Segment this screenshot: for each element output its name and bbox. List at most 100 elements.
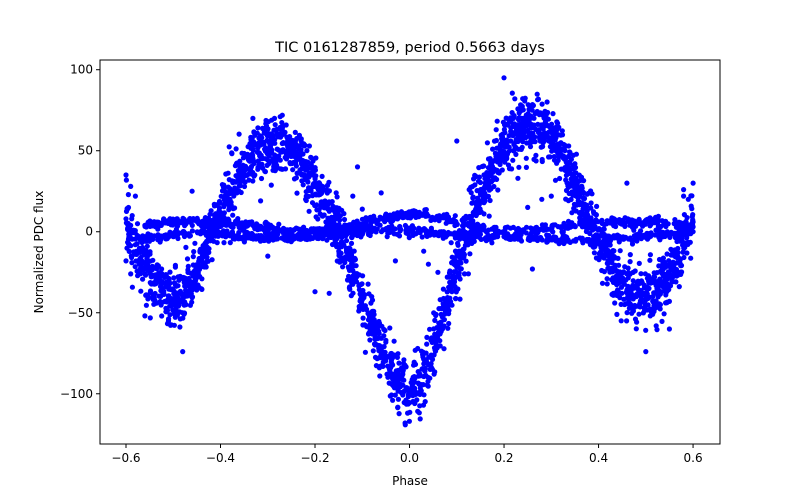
outlier-point bbox=[265, 253, 271, 259]
light-curve-point bbox=[238, 189, 244, 196]
light-curve-point bbox=[157, 298, 163, 305]
outlier-point bbox=[690, 180, 696, 186]
light-curve-point bbox=[458, 250, 464, 257]
branch-point bbox=[180, 228, 186, 235]
light-curve-point bbox=[477, 206, 483, 212]
series-point bbox=[473, 225, 479, 232]
light-curve-point bbox=[627, 252, 633, 258]
light-curve-point bbox=[474, 195, 481, 201]
light-curve-point bbox=[362, 349, 368, 355]
light-curve-point bbox=[125, 226, 131, 233]
light-curve-point bbox=[204, 238, 210, 244]
light-curve-point bbox=[183, 244, 189, 250]
axis-ticks: −0.6 −0.4 −0.2 0.0 0.2 0.4 0.6 −100 −50 0 50 100 bbox=[60, 63, 703, 465]
light-curve-point bbox=[516, 110, 522, 116]
branch-point bbox=[629, 217, 635, 223]
branch-point bbox=[147, 223, 153, 229]
light-curve-point bbox=[502, 122, 508, 128]
data-points bbox=[123, 75, 696, 428]
branch-point bbox=[389, 223, 395, 229]
light-curve-point bbox=[516, 135, 523, 141]
outlier-point bbox=[435, 269, 441, 275]
series-point bbox=[690, 229, 696, 235]
branch-point bbox=[532, 229, 538, 235]
light-curve-point bbox=[272, 140, 278, 146]
branch-point bbox=[665, 230, 671, 236]
branch-point bbox=[217, 223, 223, 229]
x-tick-label: −0.6 bbox=[111, 451, 140, 465]
branch-point bbox=[409, 213, 415, 219]
light-curve-point bbox=[132, 230, 138, 236]
light-curve-point bbox=[604, 281, 610, 287]
light-curve-point bbox=[348, 240, 355, 246]
branch-point bbox=[227, 240, 233, 246]
light-curve-point bbox=[383, 339, 389, 345]
light-curve-point bbox=[568, 156, 575, 162]
branch-point bbox=[187, 219, 193, 225]
light-curve-point bbox=[470, 195, 476, 201]
branch-point bbox=[268, 231, 274, 237]
outlier-point bbox=[444, 274, 450, 280]
light-curve-point bbox=[588, 205, 594, 211]
light-curve-point bbox=[159, 266, 165, 272]
light-curve-point bbox=[497, 161, 503, 168]
light-curve-point bbox=[646, 285, 652, 291]
series-point bbox=[416, 381, 422, 387]
light-curve-point bbox=[601, 226, 607, 232]
light-curve-point bbox=[396, 360, 402, 366]
light-curve-point bbox=[674, 273, 680, 279]
series-point bbox=[529, 122, 536, 128]
light-curve-point bbox=[533, 152, 539, 158]
light-curve-point bbox=[125, 192, 131, 198]
light-curve-point bbox=[644, 307, 650, 313]
light-curve-point bbox=[424, 334, 430, 340]
light-curve-point bbox=[419, 366, 425, 372]
branch-point bbox=[478, 236, 484, 242]
light-curve-point bbox=[396, 411, 402, 417]
light-curve-point bbox=[149, 263, 155, 269]
light-curve-point bbox=[689, 193, 695, 199]
light-curve-point bbox=[417, 416, 423, 422]
light-curve-point bbox=[632, 316, 639, 322]
light-curve-point bbox=[522, 98, 528, 104]
outlier-point bbox=[354, 164, 361, 170]
series-point bbox=[624, 287, 630, 293]
light-curve-point bbox=[509, 90, 515, 96]
light-curve-point bbox=[262, 169, 268, 175]
light-curve-point bbox=[214, 240, 220, 246]
light-curve-point bbox=[391, 338, 397, 344]
light-curve-point bbox=[143, 302, 149, 308]
light-curve-point bbox=[537, 130, 543, 136]
light-curve-point bbox=[637, 298, 644, 304]
branch-point bbox=[295, 231, 301, 237]
branch-point bbox=[432, 215, 438, 221]
light-curve-point bbox=[639, 291, 645, 297]
light-curve-point bbox=[296, 132, 302, 138]
light-curve-point bbox=[660, 255, 667, 261]
light-curve-point bbox=[390, 397, 396, 403]
branch-point bbox=[300, 225, 306, 231]
branch-point bbox=[573, 238, 579, 244]
light-curve-point bbox=[380, 363, 386, 369]
light-curve-point bbox=[350, 281, 356, 287]
series-point bbox=[170, 232, 176, 238]
light-curve-point bbox=[373, 363, 379, 369]
light-curve-point bbox=[513, 139, 519, 145]
light-curve-point bbox=[452, 276, 458, 282]
branch-point bbox=[482, 228, 488, 234]
light-curve-point bbox=[291, 176, 298, 182]
light-curve-point bbox=[230, 212, 236, 218]
light-curve-point bbox=[432, 317, 438, 323]
series-point bbox=[123, 216, 129, 222]
branch-point bbox=[452, 230, 458, 236]
branch-point bbox=[406, 235, 412, 241]
light-curve-point bbox=[566, 143, 572, 149]
series-point bbox=[614, 235, 621, 241]
light-curve-point bbox=[531, 156, 537, 162]
light-curve-point bbox=[336, 250, 342, 256]
light-curve-point bbox=[539, 156, 545, 163]
branch-point bbox=[406, 209, 412, 215]
light-curve-point bbox=[624, 310, 630, 316]
branch-point bbox=[613, 223, 619, 230]
branch-point bbox=[599, 220, 605, 226]
